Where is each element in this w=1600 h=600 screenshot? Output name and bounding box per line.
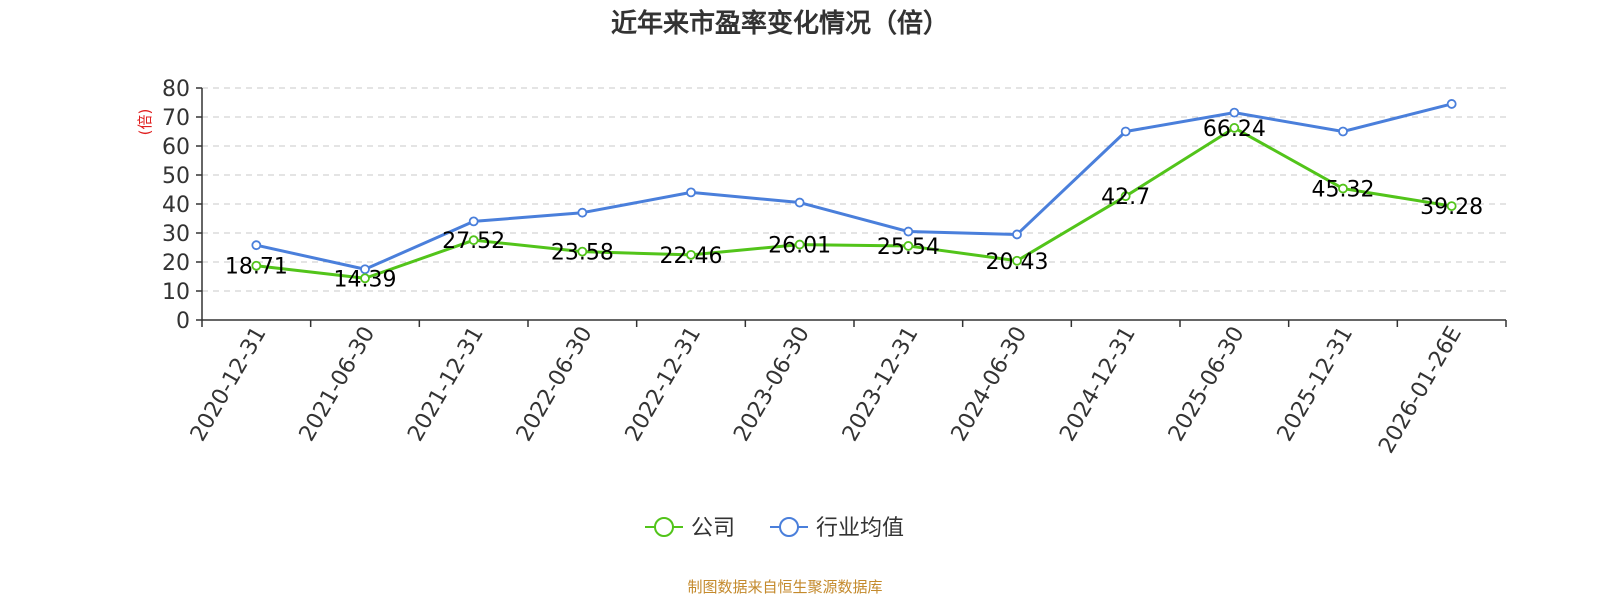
y-tick-label: 0 xyxy=(176,309,190,334)
data-label: 18.71 xyxy=(225,255,288,280)
y-tick-label: 50 xyxy=(162,164,190,189)
data-point xyxy=(468,235,479,246)
data-label: 39.28 xyxy=(1420,195,1483,220)
data-label: 42.7 xyxy=(1101,185,1150,210)
x-tick-label: 2022-12-31 xyxy=(621,323,707,446)
data-label: 22.46 xyxy=(660,244,723,269)
legend-marker xyxy=(779,517,799,537)
data-point xyxy=(903,241,914,251)
data-label: 27.52 xyxy=(442,229,505,254)
x-tick-label: 2021-06-30 xyxy=(295,323,381,446)
y-tick-label: 60 xyxy=(162,135,190,160)
data-label: 14.39 xyxy=(334,267,397,292)
data-point xyxy=(1012,255,1022,266)
data-label: 20.43 xyxy=(986,250,1049,275)
data-point xyxy=(251,240,262,251)
y-tick-label: 30 xyxy=(162,222,190,247)
data-point xyxy=(1446,201,1457,211)
data-point xyxy=(686,249,696,260)
data-point xyxy=(1338,183,1348,194)
y-tick-label: 70 xyxy=(162,106,190,131)
data-label: 45.32 xyxy=(1312,178,1375,203)
data-point xyxy=(794,197,805,208)
data-point xyxy=(1338,126,1348,137)
data-point xyxy=(686,187,696,198)
data-label: 26.01 xyxy=(768,234,831,259)
legend-label: 公司 xyxy=(691,516,735,541)
legend: 公司 行业均值 xyxy=(645,516,904,541)
x-tick-label: 2025-12-31 xyxy=(1273,323,1359,446)
series-line xyxy=(256,102,1453,271)
data-point xyxy=(1446,99,1457,109)
data-point xyxy=(251,260,262,271)
data-point xyxy=(360,273,370,284)
data-point xyxy=(1229,123,1240,133)
series-lines xyxy=(251,99,1457,284)
data-point xyxy=(468,216,479,227)
grid-lines xyxy=(202,87,1506,292)
data-point xyxy=(360,264,370,275)
data-point xyxy=(1012,229,1022,240)
y-tick-label: 20 xyxy=(162,251,190,276)
x-tick-label: 2023-06-30 xyxy=(729,323,815,446)
series-line xyxy=(256,126,1452,280)
data-point xyxy=(577,246,588,257)
data-label: 23.58 xyxy=(551,241,614,266)
x-tick-label: 2024-06-30 xyxy=(947,323,1033,446)
data-point xyxy=(1120,126,1131,137)
data-point xyxy=(794,239,805,250)
source-note: 制图数据来自恒生聚源数据库 xyxy=(687,578,882,596)
x-tick-label: 2023-12-31 xyxy=(838,323,924,446)
legend-label: 行业均值 xyxy=(816,516,904,541)
data-point xyxy=(903,226,914,237)
data-point xyxy=(1229,107,1240,118)
data-point xyxy=(1120,191,1131,202)
y-tick-label: 40 xyxy=(162,193,190,218)
x-tick-label: 2022-06-30 xyxy=(512,323,598,446)
x-tick-label: 2020-12-31 xyxy=(186,323,272,446)
data-point xyxy=(577,207,588,218)
y-axis-label: (倍) xyxy=(136,109,154,136)
chart-title: 近年来市盈率变化情况（倍） xyxy=(611,8,949,39)
x-tick-label: 2025-06-30 xyxy=(1164,323,1250,446)
x-tick-label: 2021-12-31 xyxy=(403,323,489,446)
x-tick-label: 2026-01-26E xyxy=(1374,323,1467,458)
data-labels: 18.71 14.39 27.52 23.58 22.46 26.01 25.54 20.43… xyxy=(225,117,1483,292)
data-label: 25.54 xyxy=(877,235,940,260)
y-tick-label: 80 xyxy=(162,77,190,102)
legend-marker xyxy=(654,517,674,537)
y-tick-label: 10 xyxy=(162,280,190,305)
data-label: 66.24 xyxy=(1203,117,1266,142)
x-tick-label: 2024-12-31 xyxy=(1055,323,1141,446)
